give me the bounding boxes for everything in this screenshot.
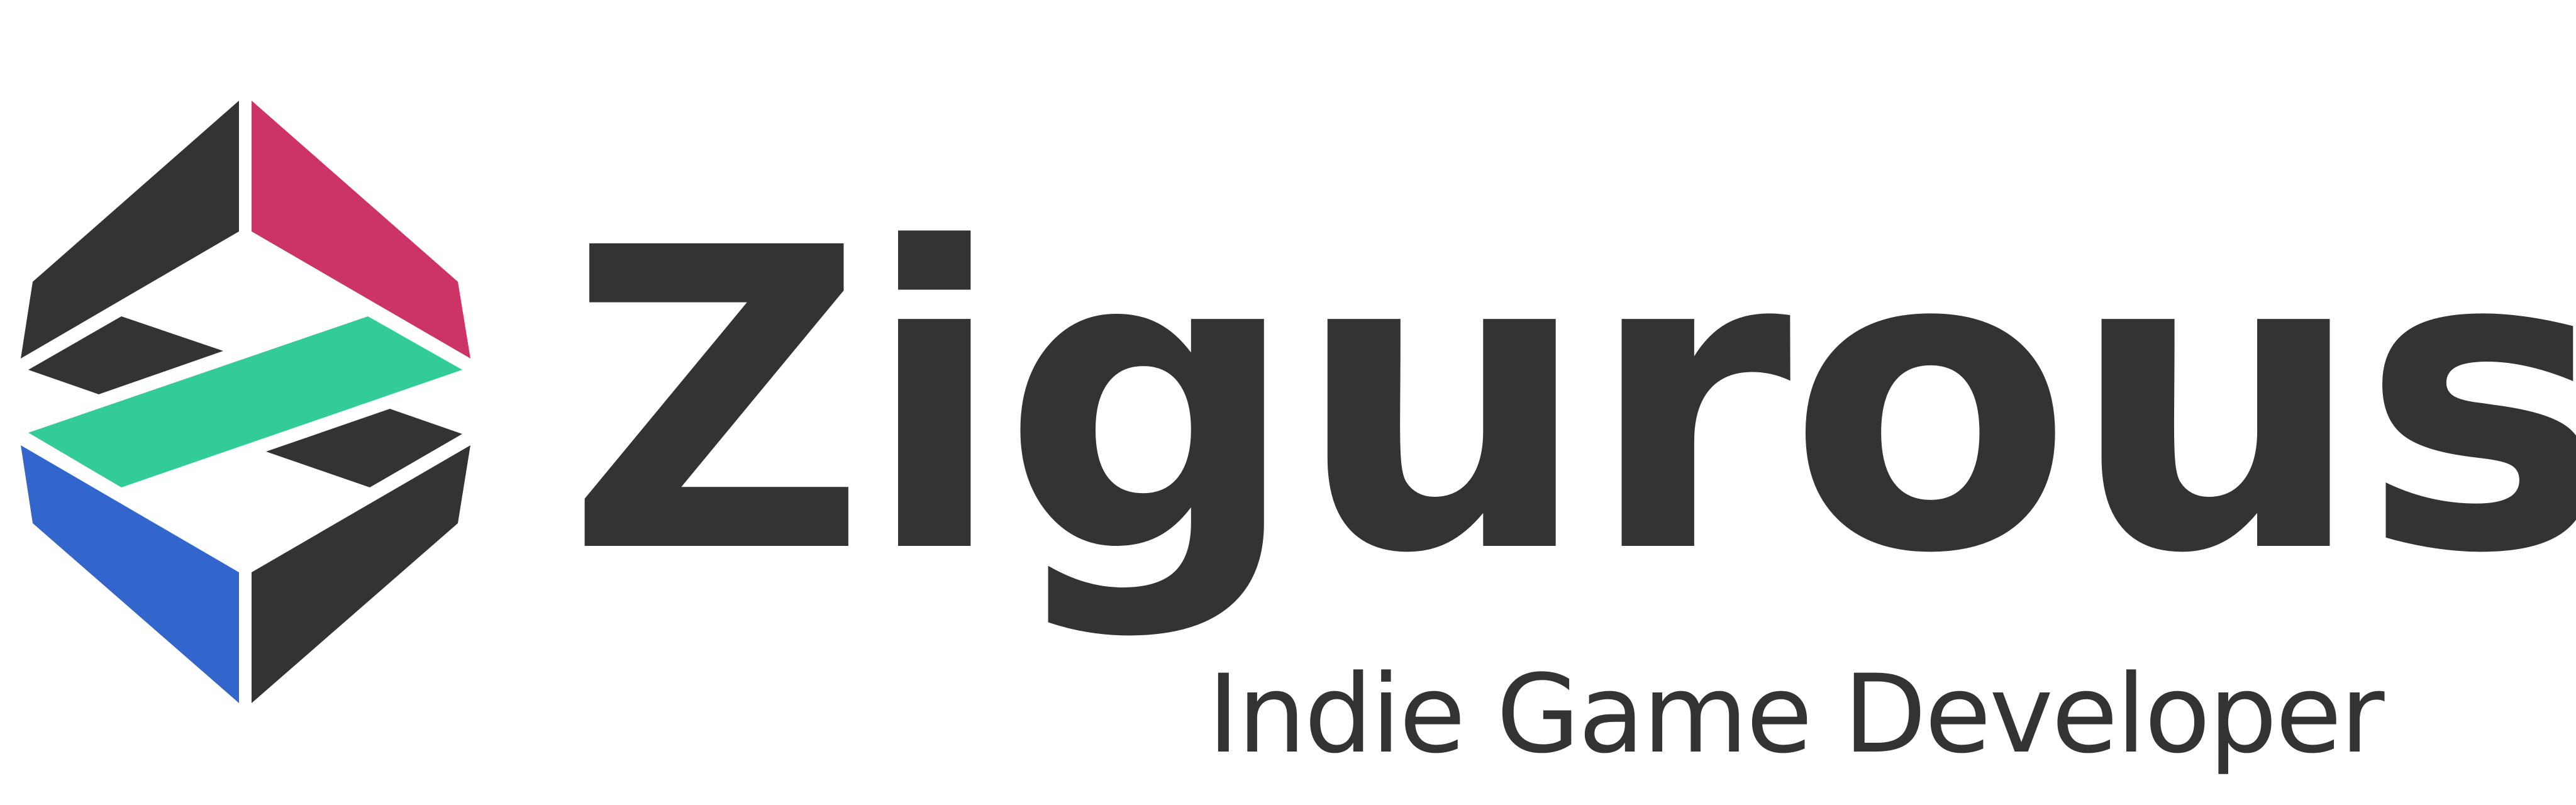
logo-facet-bottom-left [21, 445, 239, 703]
zigurous-hexagon-logo-icon [21, 101, 470, 703]
logo-facet-top-left [21, 101, 239, 358]
logo-facet-center-bar [28, 316, 462, 487]
logo-facet-top-right [252, 101, 470, 358]
brand-wordmark: Zigurous [566, 160, 2576, 644]
logo-facet-bottom-right [252, 445, 470, 703]
brand-tagline: Indie Game Developer [1208, 651, 2385, 777]
logo-facet-mid-left-small [28, 316, 223, 394]
logo-facet-mid-right-small [266, 409, 462, 487]
